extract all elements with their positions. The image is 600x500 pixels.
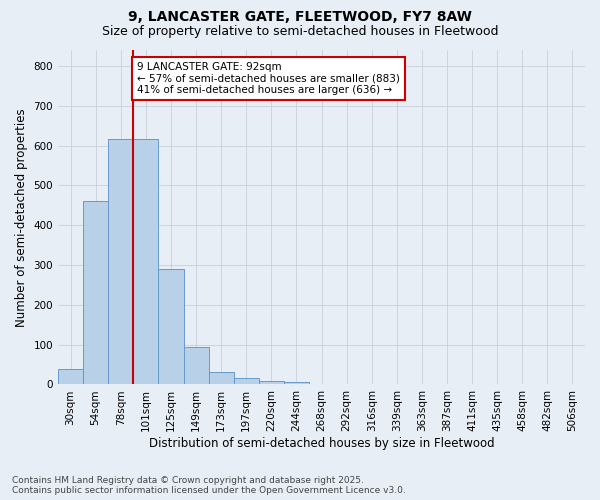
Bar: [133, 139, 158, 384]
Text: Contains HM Land Registry data © Crown copyright and database right 2025.
Contai: Contains HM Land Registry data © Crown c…: [12, 476, 406, 495]
Bar: [108, 139, 133, 384]
Text: 9 LANCASTER GATE: 92sqm
← 57% of semi-detached houses are smaller (883)
41% of s: 9 LANCASTER GATE: 92sqm ← 57% of semi-de…: [137, 62, 400, 95]
Text: 9, LANCASTER GATE, FLEETWOOD, FY7 8AW: 9, LANCASTER GATE, FLEETWOOD, FY7 8AW: [128, 10, 472, 24]
Bar: [184, 348, 209, 385]
Bar: [259, 381, 284, 384]
Bar: [284, 382, 309, 384]
Text: Size of property relative to semi-detached houses in Fleetwood: Size of property relative to semi-detach…: [102, 25, 498, 38]
Bar: [158, 269, 184, 384]
Bar: [58, 370, 83, 384]
Bar: [83, 202, 108, 384]
Y-axis label: Number of semi-detached properties: Number of semi-detached properties: [15, 108, 28, 326]
Bar: [233, 378, 259, 384]
Bar: [209, 372, 233, 384]
X-axis label: Distribution of semi-detached houses by size in Fleetwood: Distribution of semi-detached houses by …: [149, 437, 494, 450]
